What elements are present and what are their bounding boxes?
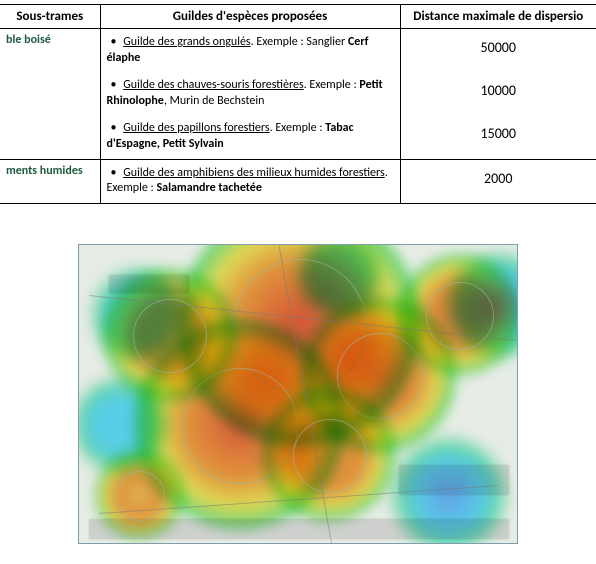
bullet-icon: • — [107, 78, 121, 94]
col-header-distance: Distance maximale de dispersio — [400, 5, 596, 29]
distance-cell: 15000 — [400, 115, 596, 159]
example-plain: , Murin de Bechstein — [164, 94, 265, 108]
sous-trame-cell: ble boisé — [0, 29, 100, 160]
table-row: ments humides • Guilde des amphibiens de… — [0, 159, 596, 203]
distance-cell: 50000 — [400, 29, 596, 73]
col-header-guildes: Guildes d'espèces proposées — [100, 5, 400, 29]
document-page: Sous-trames Guildes d'espèces proposées … — [0, 0, 596, 564]
hot-blob — [103, 269, 235, 401]
guilde-name: Guilde des grands ongulés — [123, 35, 250, 49]
example-prefix: Exemple : Sanglier — [256, 35, 348, 49]
heatmap-figure — [78, 244, 518, 544]
bullet-icon: • — [107, 35, 121, 51]
heatmap-canvas — [78, 244, 518, 544]
distance-cell: 2000 — [400, 159, 596, 203]
guilde-cell: • Guilde des papillons forestiers. Exemp… — [100, 115, 400, 159]
example-prefix: Exemple : — [107, 181, 157, 195]
guilde-name: Guilde des amphibiens des milieux humide… — [123, 166, 384, 180]
guilde-name: Guilde des papillons forestiers — [123, 121, 269, 135]
distance-cell: 10000 — [400, 72, 596, 115]
guilde-name: Guilde des chauves-souris forestières — [123, 78, 303, 92]
hot-blob — [399, 254, 519, 375]
col-header-sous-trames: Sous-trames — [0, 5, 100, 29]
example-bold: Salamandre tachetée — [156, 181, 261, 195]
guilde-cell: • Guilde des grands ongulés. Exemple : S… — [100, 29, 400, 73]
table-row: ble boisé • Guilde des grands ongulés. E… — [0, 29, 596, 73]
guilds-table: Sous-trames Guildes d'espèces proposées … — [0, 4, 596, 204]
guilde-cell: • Guilde des amphibiens des milieux humi… — [100, 159, 400, 203]
table-header-row: Sous-trames Guildes d'espèces proposées … — [0, 5, 596, 29]
bullet-icon: • — [107, 166, 121, 182]
example-prefix: Exemple : — [309, 78, 359, 92]
guilde-cell: • Guilde des chauves-souris forestières.… — [100, 72, 400, 115]
bullet-icon: • — [107, 121, 121, 137]
sous-trame-cell: ments humides — [0, 159, 100, 203]
hot-blob — [95, 451, 183, 539]
example-prefix: Exemple : — [275, 121, 325, 135]
